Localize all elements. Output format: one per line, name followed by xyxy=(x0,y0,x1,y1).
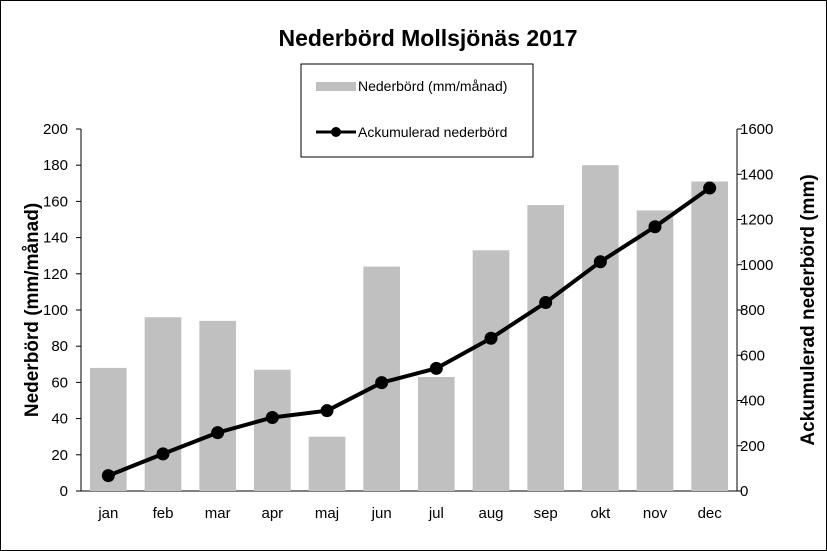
right-tick-label: 400 xyxy=(740,393,765,410)
left-tick-label: 0 xyxy=(60,483,68,500)
legend: Nederbörd (mm/månad) Ackumulerad nederbö… xyxy=(300,63,534,158)
left-tick-label: 100 xyxy=(43,302,68,319)
chart-title: Nederbörd Mollsjönäs 2017 xyxy=(278,25,577,51)
y-axis-left-title: Nederbörd (mm/månad) xyxy=(22,203,43,417)
x-tick-label: feb xyxy=(153,505,174,522)
bar-sep xyxy=(527,205,564,491)
left-tick-label: 80 xyxy=(51,338,68,355)
x-tick-label: apr xyxy=(261,505,283,522)
left-tick-label: 180 xyxy=(43,157,68,174)
cumulative-line xyxy=(107,186,711,478)
x-tick-label: maj xyxy=(315,505,339,522)
bar-mar xyxy=(199,320,236,491)
line-point-aug xyxy=(484,331,498,345)
x-tick-label: mar xyxy=(205,505,231,522)
line-point-jul xyxy=(429,361,443,375)
right-axis-ticks: 0 200 400 600 800 1000 1200 1400 1600 xyxy=(737,121,773,500)
bar-aug xyxy=(472,250,510,491)
right-tick-label: 800 xyxy=(740,302,765,319)
x-tick-label: aug xyxy=(478,505,503,522)
y-axis-right-title: Ackumulerad nederbörd (mm) xyxy=(798,174,819,445)
left-tick-label: 120 xyxy=(43,266,68,283)
left-tick-label: 200 xyxy=(43,121,68,138)
bar-okt xyxy=(582,165,619,491)
x-axis-ticks: jan feb mar apr maj jun jul aug sep okt nov dec xyxy=(97,505,722,522)
line-point-mar xyxy=(211,426,225,440)
x-tick-label: jun xyxy=(371,505,392,522)
right-tick-label: 1600 xyxy=(740,121,773,138)
right-tick-label: 1400 xyxy=(740,166,773,183)
line-point-jun xyxy=(375,376,389,390)
left-tick-label: 40 xyxy=(51,411,68,428)
left-tick-label: 160 xyxy=(43,193,68,210)
bar-dec xyxy=(691,181,728,492)
bar-maj xyxy=(308,436,346,491)
legend-line-marker xyxy=(331,127,341,137)
x-tick-label: jan xyxy=(97,505,118,522)
x-tick-label: dec xyxy=(698,505,723,522)
line-point-nov xyxy=(648,220,662,234)
line-point-okt xyxy=(593,255,607,269)
right-tick-label: 600 xyxy=(740,347,765,364)
x-tick-label: nov xyxy=(643,505,668,522)
bar-nov xyxy=(636,210,674,491)
x-tick-label: sep xyxy=(534,505,558,522)
legend-bar-label: Nederbörd (mm/månad) xyxy=(358,78,507,94)
right-tick-label: 0 xyxy=(740,483,748,500)
right-tick-label: 200 xyxy=(740,438,765,455)
bar-jul xyxy=(418,376,455,491)
line-point-jan xyxy=(101,469,115,483)
x-tick-label: jul xyxy=(428,505,444,522)
left-tick-label: 20 xyxy=(51,447,68,464)
left-tick-label: 140 xyxy=(43,230,68,247)
cumulative-line-series xyxy=(101,181,717,483)
legend-bar-swatch xyxy=(316,82,356,91)
x-tick-label: okt xyxy=(590,505,611,522)
bar-series xyxy=(90,165,728,492)
bar-feb xyxy=(144,317,182,491)
line-point-feb xyxy=(156,447,170,461)
line-point-maj xyxy=(320,404,334,418)
line-point-dec xyxy=(703,181,717,195)
line-point-sep xyxy=(539,296,553,310)
legend-box xyxy=(300,63,534,158)
line-point-apr xyxy=(265,410,279,424)
right-tick-label: 1000 xyxy=(740,257,773,274)
left-axis-ticks: 0 20 40 60 80 100 120 140 160 180 200 xyxy=(43,121,81,500)
bar-apr xyxy=(254,369,291,491)
right-tick-label: 1200 xyxy=(740,212,773,229)
left-tick-label: 60 xyxy=(51,374,68,391)
legend-line-label: Ackumulerad nederbörd xyxy=(358,124,507,140)
